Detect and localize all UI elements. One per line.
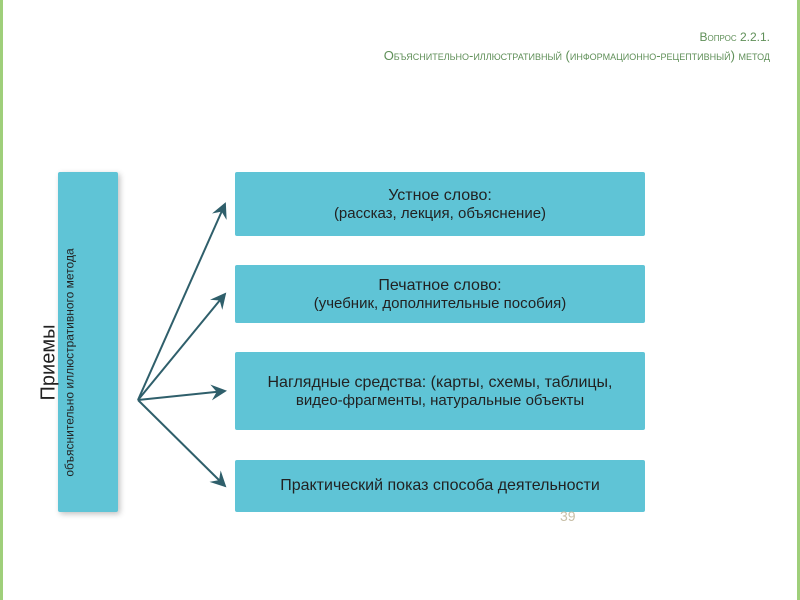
target-box-1: Печатное слово:(учебник, дополнительные … — [235, 265, 645, 323]
target-box-3: Практический показ способа деятельности — [235, 460, 645, 512]
target-line1: Печатное слово: — [378, 277, 501, 295]
target-line1: Наглядные средства: (карты, схемы, табли… — [268, 374, 613, 392]
page-border-left — [0, 0, 3, 600]
page-number: 39 — [560, 508, 576, 524]
source-box: Приемы объяснительно иллюстративного мет… — [58, 172, 118, 512]
source-label: Приемы объяснительно иллюстративного мет… — [38, 193, 79, 533]
target-line1: Практический показ способа деятельности — [280, 477, 600, 495]
target-box-0: Устное слово:(рассказ, лекция, объяснени… — [235, 172, 645, 236]
target-line1: Устное слово: — [388, 187, 492, 205]
header-line2: Объяснительно-иллюстративный (информацио… — [0, 46, 770, 66]
header-line1: Вопрос 2.2.1. — [0, 28, 770, 46]
source-subtitle: объяснительно иллюстративного метода — [63, 248, 77, 476]
target-line2: (учебник, дополнительные пособия) — [314, 295, 567, 312]
source-title: Приемы — [38, 325, 60, 401]
target-line2: (рассказ, лекция, объяснение) — [334, 205, 546, 222]
slide-header: Вопрос 2.2.1. Объяснительно-иллюстративн… — [0, 28, 770, 66]
target-box-2: Наглядные средства: (карты, схемы, табли… — [235, 352, 645, 430]
target-line2: видео-фрагменты, натуральные объекты — [296, 392, 584, 409]
